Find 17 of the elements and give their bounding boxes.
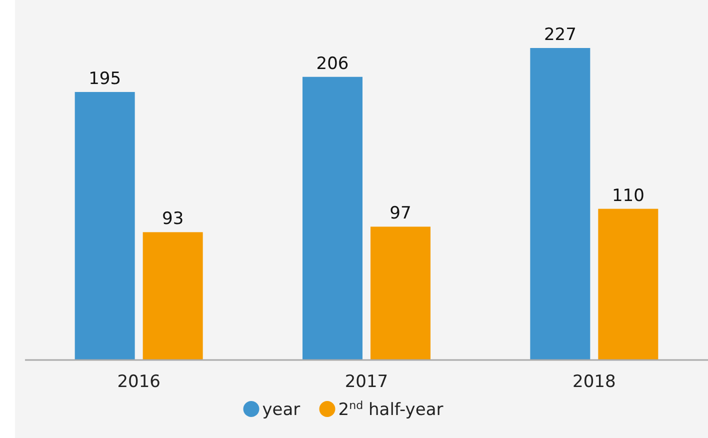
data-label: 110 [612,186,644,206]
legend-label: 2$^{nd}$ half-year [338,398,444,420]
bar [302,76,362,360]
bar [530,48,590,360]
data-label: 93 [162,209,184,230]
legend-label: year [262,400,300,420]
x-tick-label: 2017 [344,372,388,392]
data-label: 206 [316,54,349,74]
data-label: 97 [390,204,412,224]
x-tick-label: 2018 [572,372,616,392]
bar [598,208,658,360]
data-label: 227 [544,25,576,45]
bar [74,92,135,360]
x-tick-label: 2016 [117,372,160,392]
data-label: 195 [88,68,122,89]
bar [142,232,203,360]
bar [370,226,430,360]
